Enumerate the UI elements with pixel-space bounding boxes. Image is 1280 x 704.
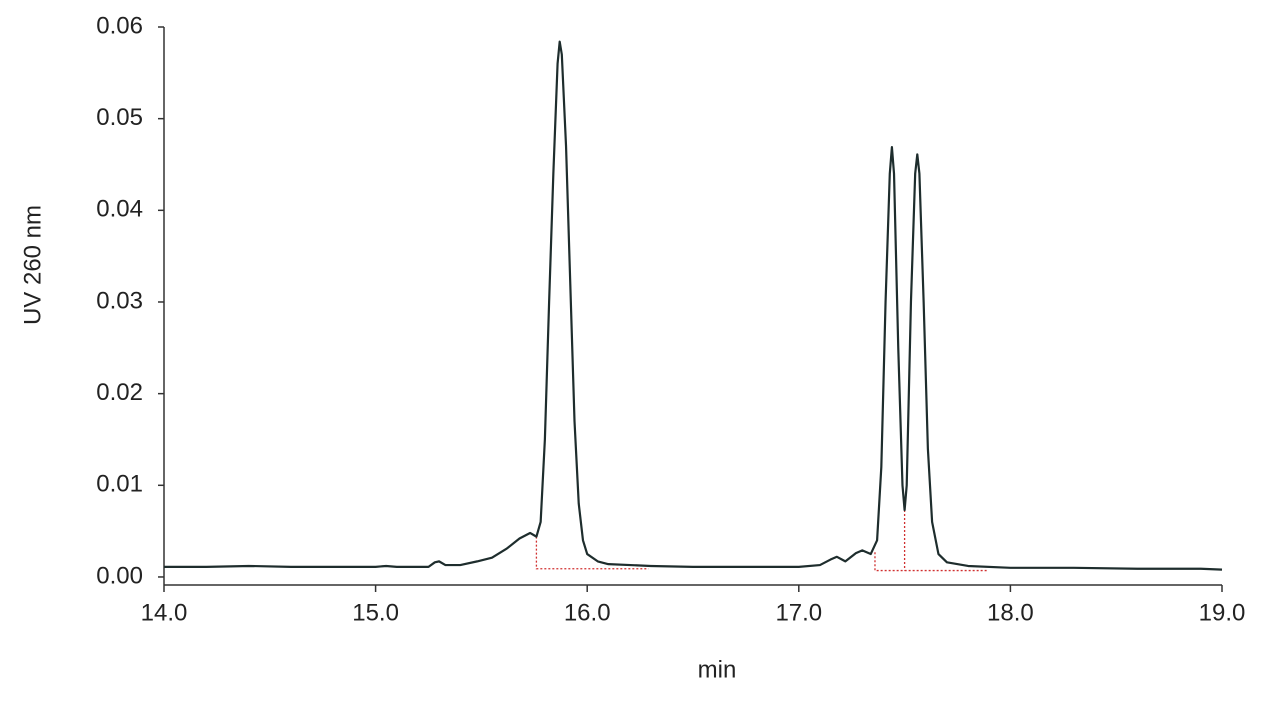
y-tick-label: 0.04	[96, 196, 143, 223]
x-tick-label: 16.0	[564, 599, 611, 626]
y-tick-label: 0.01	[96, 471, 143, 498]
x-axis-label: min	[698, 656, 737, 683]
x-tick-label: 18.0	[987, 599, 1034, 626]
x-tick-label: 15.0	[352, 599, 399, 626]
y-tick-label: 0.02	[96, 379, 143, 406]
y-axis-label: UV 260 nm	[19, 205, 46, 325]
x-tick-label: 19.0	[1199, 599, 1246, 626]
x-tick-label: 17.0	[775, 599, 822, 626]
integration-baseline	[535, 536, 649, 570]
y-tick-label: 0.06	[96, 12, 143, 39]
x-tick-label: 14.0	[141, 599, 188, 626]
y-tick-label: 0.00	[96, 562, 143, 589]
integration-baseline	[874, 552, 988, 572]
y-tick-label: 0.05	[96, 104, 143, 131]
chromatogram-line	[164, 40, 1223, 571]
y-tick-label: 0.03	[96, 287, 143, 314]
